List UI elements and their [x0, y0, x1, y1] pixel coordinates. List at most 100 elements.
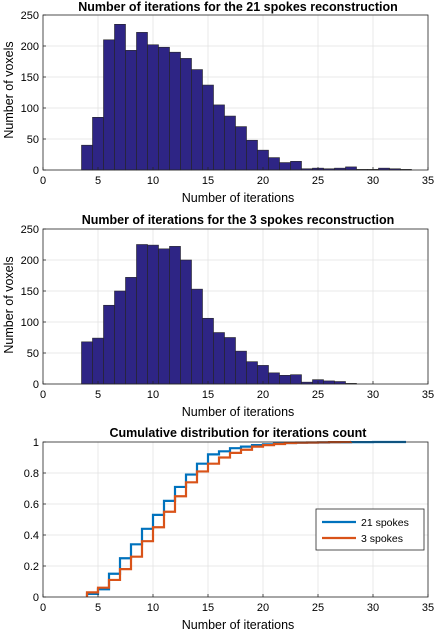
bar: [191, 288, 203, 385]
y-tick-label: 0.4: [24, 530, 39, 542]
legend-label-3-spokes: 3 spokes: [361, 533, 403, 545]
x-tick-label: 0: [40, 602, 46, 614]
chart-title: Number of iterations for the 21 spokes r…: [78, 0, 398, 14]
x-tick-label: 25: [312, 175, 324, 187]
bar: [268, 372, 280, 385]
x-tick-label: 15: [202, 389, 214, 401]
x-tick-label: 10: [147, 602, 159, 614]
x-tick-label: 30: [367, 389, 379, 401]
x-axis-label: Number of iterations: [182, 191, 295, 205]
y-tick-label: 250: [21, 10, 39, 22]
bar: [92, 337, 104, 385]
y-tick-label: 0.6: [24, 499, 39, 511]
series-line-3-spokes: [85, 440, 353, 597]
x-axis-label: Number of iterations: [182, 618, 295, 632]
y-tick-label: 50: [27, 134, 39, 146]
bar: [279, 162, 291, 171]
x-tick-label: 0: [40, 175, 46, 187]
y-tick-label: 250: [21, 224, 39, 236]
x-tick-label: 30: [367, 175, 379, 187]
bar: [136, 32, 148, 171]
legend: 21 spokes 3 spokes: [315, 508, 425, 551]
x-tick-labels: 0 5 10 15 20 25 30 35: [40, 381, 434, 401]
x-tick-label: 5: [95, 175, 101, 187]
chart-title: Number of iterations for the 3 spokes re…: [82, 213, 395, 227]
plot-area: [42, 14, 429, 171]
y-tick-label: 50: [27, 348, 39, 360]
bar: [158, 248, 170, 385]
y-tick-label: 0: [33, 379, 39, 391]
y-tick-label: 200: [21, 41, 39, 53]
x-tick-label: 15: [202, 602, 214, 614]
panel-3-spokes-histogram: Number of iterations for the 3 spokes re…: [2, 213, 434, 419]
bars: [81, 23, 412, 171]
bar: [345, 166, 357, 171]
bar: [246, 361, 258, 385]
bar: [169, 246, 181, 385]
y-tick-labels: 0 0.2 0.4 0.6 0.8 1: [24, 437, 46, 604]
bar: [147, 44, 159, 171]
panel-cumulative-distribution: Cumulative distribution for iterations c…: [24, 426, 434, 632]
bar: [213, 104, 225, 171]
bar: [125, 277, 137, 385]
bar: [180, 259, 192, 385]
plot-area: [42, 228, 429, 385]
x-tick-label: 35: [422, 602, 434, 614]
bar: [158, 46, 170, 171]
bar: [213, 332, 225, 385]
bar: [246, 139, 258, 171]
x-axis-label: Number of iterations: [182, 405, 295, 419]
bar: [235, 350, 247, 385]
x-tick-label: 20: [257, 175, 269, 187]
bar: [279, 375, 291, 385]
x-tick-label: 25: [312, 389, 324, 401]
x-tick-label: 10: [147, 389, 159, 401]
y-tick-label: 150: [21, 286, 39, 298]
plot-area: [42, 441, 429, 598]
x-tick-label: 5: [95, 389, 101, 401]
bar: [114, 290, 126, 385]
y-tick-label: 200: [21, 255, 39, 267]
bar: [202, 317, 214, 385]
x-tick-label: 20: [257, 389, 269, 401]
panel-21-spokes-histogram: Number of iterations for the 21 spokes r…: [2, 0, 434, 205]
y-tick-label: 0: [33, 165, 39, 177]
bars: [81, 244, 357, 385]
bar: [235, 126, 247, 171]
x-tick-label: 15: [202, 175, 214, 187]
x-tick-labels: 0 5 10 15 20 25 30 35: [40, 167, 434, 187]
y-tick-label: 1: [33, 437, 39, 449]
bar: [92, 117, 104, 171]
x-tick-label: 0: [40, 389, 46, 401]
bar: [81, 341, 93, 385]
bar: [290, 161, 302, 171]
chart-title: Cumulative distribution for iterations c…: [110, 426, 368, 440]
bar: [125, 50, 137, 171]
y-tick-label: 0.8: [24, 468, 39, 480]
bar: [136, 244, 148, 385]
x-tick-labels: 0 5 10 15 20 25 30 35: [40, 594, 434, 614]
y-tick-labels: 0 50 100 150 200 250: [21, 224, 46, 391]
legend-label-21-spokes: 21 spokes: [361, 517, 409, 529]
legend-box: [315, 508, 425, 551]
bar: [202, 84, 214, 171]
x-tick-label: 35: [422, 389, 434, 401]
y-tick-labels: 0 50 100 150 200 250: [21, 10, 46, 177]
x-tick-label: 10: [147, 175, 159, 187]
x-tick-label: 35: [422, 175, 434, 187]
bar: [290, 374, 302, 385]
x-tick-label: 20: [257, 602, 269, 614]
bar: [191, 69, 203, 171]
bar: [224, 115, 236, 171]
bar: [147, 244, 159, 385]
y-tick-label: 100: [21, 103, 39, 115]
y-axis-label: Number of voxels: [2, 256, 16, 353]
y-tick-label: 0.2: [24, 561, 39, 573]
bar: [103, 304, 115, 385]
bar: [114, 23, 126, 171]
bar: [224, 337, 236, 385]
y-tick-label: 0: [33, 592, 39, 604]
bar: [180, 58, 192, 171]
y-tick-label: 150: [21, 72, 39, 84]
